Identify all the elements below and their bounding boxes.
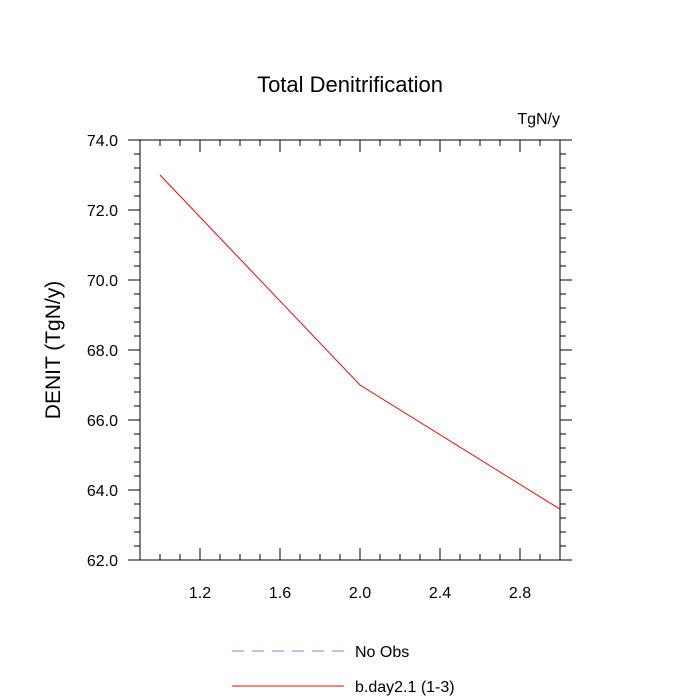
legend-label: b.day2.1 (1-3) [355,679,455,696]
x-tick-label: 1.6 [269,585,291,602]
x-tick-label: 2.4 [429,585,451,602]
y-tick-label: 62.0 [87,553,118,570]
axis-ticks: 1.2 1.6 2.0 2.4 2.8 62.0 64.0 66.0 68.0 70.0 72.0 7… [87,133,572,602]
y-tick-label: 68.0 [87,343,118,360]
chart-title: Total Denitrification [257,72,443,97]
denitrification-chart: Total Denitrification TgN/y DENIT (TgN/y… [0,0,700,700]
x-tick-label: 1.2 [189,585,211,602]
x-tick-label: 2.0 [349,585,371,602]
plot-frame [140,140,560,560]
y-tick-label: 64.0 [87,483,118,500]
series-line [160,175,560,509]
series-lines [160,175,560,509]
y-tick-label: 66.0 [87,413,118,430]
y-axis-label: DENIT (TgN/y) [42,281,65,419]
y-tick-label: 72.0 [87,203,118,220]
y-tick-label: 70.0 [87,273,118,290]
x-tick-label: 2.8 [509,585,531,602]
y-tick-label: 74.0 [87,133,118,150]
units-label: TgN/y [517,111,560,128]
legend-label: No Obs [355,644,409,661]
legend: No Obs b.day2.1 (1-3) [232,644,455,696]
